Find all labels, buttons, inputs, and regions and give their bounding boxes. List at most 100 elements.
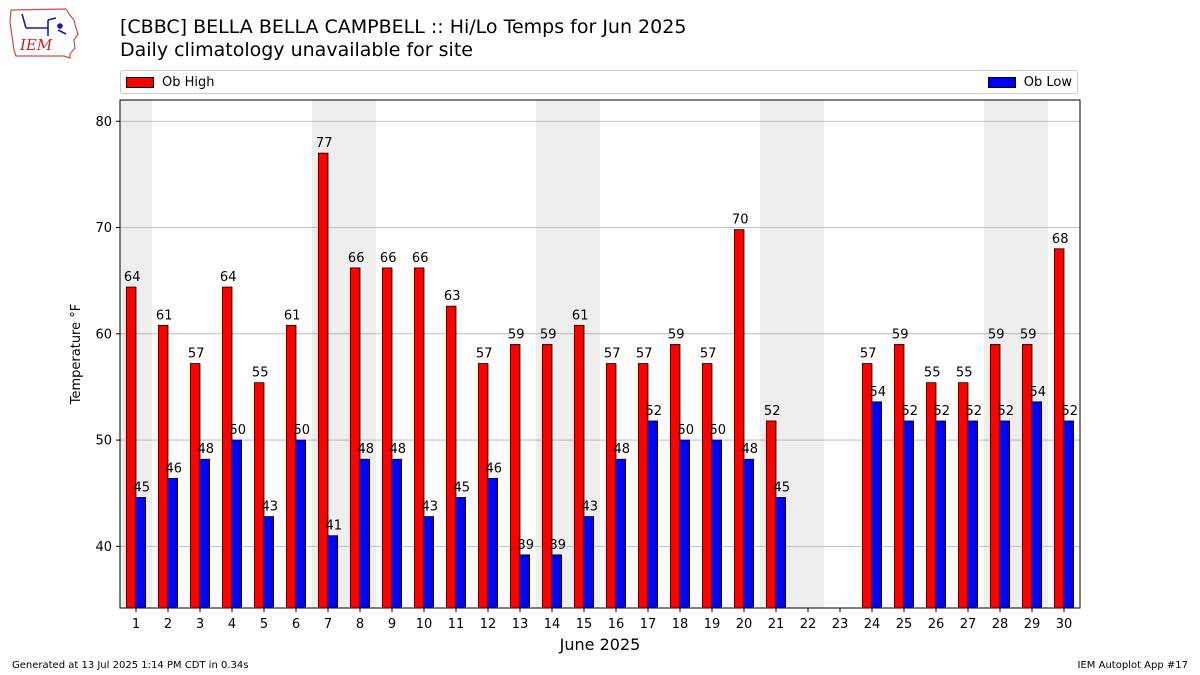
x-tick-label: 23 <box>832 617 849 632</box>
x-tick-label: 14 <box>544 617 561 632</box>
weather-station-icon <box>21 13 67 36</box>
legend: Ob High Ob Low <box>120 70 1078 94</box>
low-temp-label: 50 <box>678 423 695 438</box>
high-temp-bar <box>413 267 425 609</box>
x-tick-label: 3 <box>196 617 204 632</box>
x-tick-label: 19 <box>704 617 721 632</box>
title-line-2: Daily climatology unavailable for site <box>120 39 473 61</box>
x-tick-label: 21 <box>768 617 785 632</box>
low-temp-label: 45 <box>774 480 791 495</box>
low-temp-label: 52 <box>1062 404 1079 419</box>
low-temp-label: 45 <box>454 480 471 495</box>
low-temp-bar <box>519 554 531 609</box>
weekend-shade <box>792 100 824 608</box>
high-temp-label: 61 <box>572 308 589 323</box>
x-tick-label: 6 <box>292 617 300 632</box>
high-temp-label: 66 <box>380 251 397 266</box>
low-temp-bar <box>1031 401 1043 609</box>
low-temp-bar <box>647 420 659 609</box>
low-temp-label: 48 <box>614 442 631 457</box>
high-temp-bar <box>285 324 297 609</box>
high-temp-label: 64 <box>220 270 237 285</box>
high-temp-bar <box>253 382 265 609</box>
low-temp-bar <box>167 477 179 609</box>
high-temp-bar <box>509 344 521 609</box>
high-temp-label: 59 <box>892 327 909 342</box>
high-temp-label: 68 <box>1052 232 1069 247</box>
low-temp-bar <box>327 535 339 609</box>
y-tick-label: 70 <box>95 221 112 236</box>
x-tick-label: 13 <box>512 617 529 632</box>
high-temp-bar <box>542 344 553 609</box>
high-temp-label: 64 <box>124 270 141 285</box>
high-temp-label: 57 <box>860 347 877 362</box>
low-temp-bar <box>199 458 211 609</box>
high-temp-bar <box>126 286 137 609</box>
low-temp-bar <box>135 497 147 609</box>
low-temp-label: 48 <box>358 442 375 457</box>
high-temp-bar <box>766 420 777 609</box>
low-temp-bar <box>487 477 499 609</box>
high-temp-bar <box>381 267 393 609</box>
high-temp-label: 61 <box>284 308 301 323</box>
low-temp-bar <box>711 439 723 609</box>
low-temp-bar <box>967 420 979 609</box>
x-tick-label: 15 <box>576 617 593 632</box>
low-temp-bar <box>1063 420 1075 609</box>
x-tick-label: 11 <box>448 617 465 632</box>
low-temp-label: 46 <box>486 461 503 476</box>
high-temp-bar <box>445 305 457 609</box>
x-tick-label: 1 <box>132 617 140 632</box>
x-tick-label: 8 <box>356 617 364 632</box>
iowa-outline-icon <box>9 8 79 59</box>
legend-label-high: Ob High <box>162 75 215 90</box>
app-credit: IEM Autoplot App #17 <box>1077 660 1188 671</box>
high-temp-bar <box>990 344 1001 609</box>
low-temp-bar <box>391 458 403 609</box>
y-tick-label: 60 <box>95 327 112 342</box>
low-temp-bar <box>295 439 307 609</box>
legend-swatch-high <box>126 77 154 88</box>
iem-logo: IEM <box>9 8 79 59</box>
high-temp-label: 61 <box>156 308 173 323</box>
low-temp-bar <box>551 554 563 609</box>
x-axis-label: June 2025 <box>559 635 641 654</box>
high-temp-bar <box>702 363 713 609</box>
high-temp-bar <box>1054 248 1065 609</box>
x-tick-label: 12 <box>480 617 497 632</box>
high-temp-bar <box>670 344 681 609</box>
high-temp-label: 59 <box>668 327 685 342</box>
low-temp-label: 46 <box>166 461 183 476</box>
low-temp-bar <box>743 458 755 609</box>
low-temp-bar <box>935 420 947 609</box>
high-temp-bar <box>606 363 617 609</box>
high-temp-label: 59 <box>1020 327 1037 342</box>
high-temp-bar <box>574 324 585 609</box>
y-tick-label: 40 <box>95 540 112 555</box>
x-tick-label: 7 <box>324 617 332 632</box>
low-temp-label: 54 <box>870 385 887 400</box>
title-line-1: [CBBC] BELLA BELLA CAMPBELL :: Hi/Lo Tem… <box>120 16 687 38</box>
low-temp-label: 52 <box>966 404 983 419</box>
x-tick-label: 28 <box>992 617 1009 632</box>
high-temp-bar <box>317 152 329 609</box>
high-temp-label: 63 <box>444 289 461 304</box>
low-temp-label: 48 <box>390 442 407 457</box>
high-temp-label: 66 <box>412 251 429 266</box>
high-temp-label: 55 <box>924 366 941 381</box>
x-tick-label: 10 <box>416 617 433 632</box>
low-temp-bar <box>903 420 915 609</box>
low-temp-label: 39 <box>518 538 535 553</box>
high-temp-bar <box>894 344 905 609</box>
high-temp-bar <box>862 363 873 609</box>
x-tick-label: 9 <box>388 617 396 632</box>
high-temp-label: 70 <box>732 213 749 228</box>
high-temp-label: 57 <box>476 347 493 362</box>
y-tick-label: 80 <box>95 115 112 130</box>
legend-item-high: Ob High <box>126 75 215 90</box>
high-temp-label: 55 <box>252 366 269 381</box>
high-temp-bar <box>189 363 201 609</box>
x-tick-label: 2 <box>164 617 172 632</box>
x-tick-label: 18 <box>672 617 689 632</box>
x-tick-label: 4 <box>228 617 236 632</box>
